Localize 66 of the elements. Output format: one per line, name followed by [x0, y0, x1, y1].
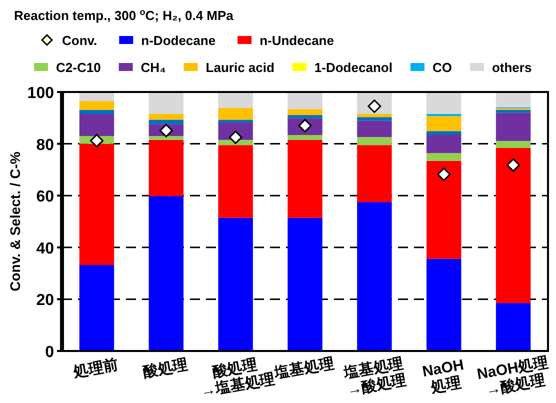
legend-label: Conv.	[62, 33, 98, 48]
bar	[357, 120, 392, 138]
bar	[79, 144, 114, 266]
bar	[496, 140, 531, 148]
bar	[148, 136, 184, 140]
bar	[79, 265, 114, 351]
y-tick-label: 60	[36, 188, 54, 206]
bar	[148, 140, 184, 196]
x-tick-label: 処理前	[71, 356, 120, 382]
y-tick-label: 40	[36, 240, 54, 258]
bar	[496, 112, 531, 141]
bar	[426, 258, 462, 351]
bar	[496, 92, 531, 108]
y-axis-title: Conv. & Select. / C-%	[7, 151, 23, 292]
point	[159, 124, 173, 138]
point	[437, 168, 451, 182]
x-tick-label: NaOH 処理	[421, 356, 466, 396]
bar	[148, 114, 184, 120]
bar	[496, 148, 531, 304]
chart-title: Reaction temp., 300 $^{o}$C; H₂, 0.4 MPa	[14, 7, 234, 23]
bar	[288, 109, 322, 116]
bar	[79, 110, 114, 114]
bar	[148, 92, 184, 114]
bar	[357, 117, 392, 121]
legend-label: CH₄	[140, 60, 166, 75]
y-tick-label: 100	[27, 85, 54, 102]
x-tick-label: 酸処理	[142, 356, 189, 381]
bar	[426, 134, 462, 154]
bar	[218, 145, 253, 218]
legend-label: CO	[432, 60, 452, 75]
bar	[357, 145, 392, 202]
legend-label: n-Undecane	[260, 33, 334, 48]
legend-label: n-Dodecane	[141, 33, 216, 48]
bar	[288, 92, 322, 110]
bar	[426, 131, 462, 135]
bar	[426, 153, 462, 161]
y-tick-label: 0	[45, 344, 54, 361]
y-tick-label: 80	[36, 136, 54, 154]
legend-label: 1-Dodecanol	[314, 60, 392, 75]
bar	[357, 202, 392, 351]
bar	[148, 120, 184, 124]
bar	[426, 92, 462, 114]
bar	[218, 92, 253, 108]
bar	[79, 101, 114, 110]
bar	[426, 116, 462, 132]
bar	[357, 137, 392, 146]
bar	[218, 218, 253, 351]
legend-label: others	[492, 60, 532, 75]
bar	[148, 196, 184, 351]
point	[90, 134, 104, 148]
bar	[218, 108, 253, 120]
bar	[426, 160, 462, 259]
bar	[288, 140, 322, 218]
bar	[496, 303, 531, 351]
legend-label: Lauric acid	[206, 60, 274, 75]
point	[506, 158, 520, 172]
x-tick-label: NaOH処理 →酸処理	[476, 354, 550, 399]
bar	[218, 120, 253, 123]
bar	[288, 218, 322, 351]
bar	[288, 115, 322, 118]
bar	[288, 134, 322, 140]
x-tick-label: 塩基処理 →酸処理	[342, 354, 408, 399]
legend-label: C2-C10	[56, 60, 101, 75]
bar	[79, 114, 114, 136]
bar	[357, 114, 392, 118]
y-tick-label: 20	[36, 292, 54, 310]
